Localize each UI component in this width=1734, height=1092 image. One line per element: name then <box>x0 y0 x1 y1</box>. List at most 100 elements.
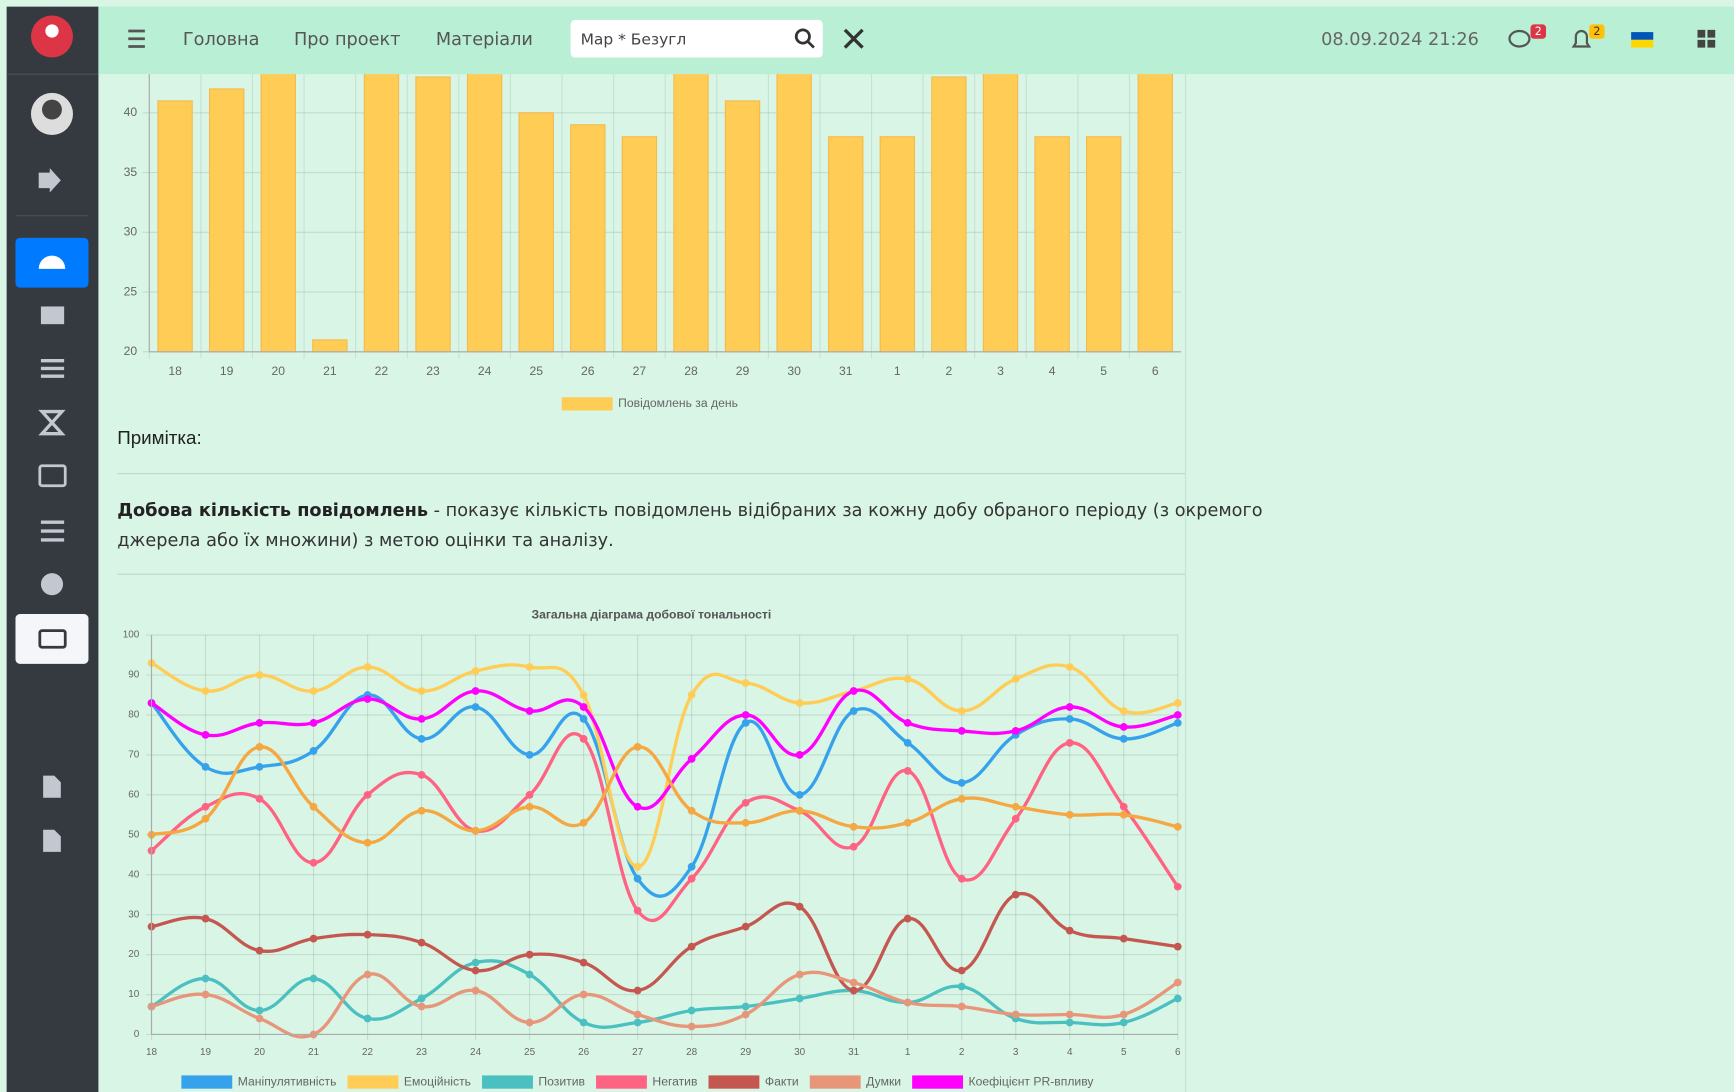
x-tick-label: 27 <box>633 364 647 378</box>
point <box>202 687 210 695</box>
y-tick-label: 35 <box>124 165 138 179</box>
x-tick-label: 2 <box>959 1047 965 1058</box>
bar <box>932 77 966 352</box>
point <box>634 907 642 915</box>
point <box>688 943 696 951</box>
point <box>688 691 696 699</box>
x-tick-label: 29 <box>736 364 750 378</box>
x-tick-label: 27 <box>632 1047 644 1058</box>
point <box>418 939 426 947</box>
legend-label: Повідомлень за день <box>618 396 738 410</box>
nav-link[interactable]: Про проект <box>294 30 400 50</box>
bar <box>364 41 398 352</box>
x-tick-label: 24 <box>470 1047 482 1058</box>
point <box>310 719 318 727</box>
x-tick-label: 28 <box>686 1047 698 1058</box>
point <box>472 703 480 711</box>
point <box>958 875 966 883</box>
x-tick-label: 5 <box>1121 1047 1127 1058</box>
note-line: Добова кількість повідомлень - показує к… <box>117 501 1262 521</box>
point <box>1066 703 1074 711</box>
point <box>688 1007 696 1015</box>
y-tick-label: 0 <box>134 1029 140 1040</box>
point <box>634 863 642 871</box>
bar <box>829 137 863 352</box>
bar <box>674 41 708 352</box>
point <box>256 763 264 771</box>
point <box>904 819 912 827</box>
point <box>634 987 642 995</box>
bar <box>519 113 553 352</box>
language-flag[interactable] <box>1631 32 1653 40</box>
x-tick-label: 19 <box>220 364 234 378</box>
point <box>202 815 210 823</box>
x-tick-label: 22 <box>362 1047 374 1058</box>
point <box>1120 1011 1128 1019</box>
point <box>742 1011 750 1019</box>
point <box>742 711 750 719</box>
point <box>958 707 966 715</box>
x-tick-label: 1 <box>894 364 901 378</box>
point <box>472 667 480 675</box>
point <box>742 1003 750 1011</box>
bar <box>725 101 759 352</box>
x-tick-label: 19 <box>200 1047 212 1058</box>
legend-swatch <box>181 1075 232 1088</box>
point <box>202 731 210 739</box>
point <box>634 1011 642 1019</box>
menu-table[interactable] <box>41 306 64 324</box>
x-tick-label: 20 <box>254 1047 266 1058</box>
point <box>1174 995 1182 1003</box>
screen: Примітка: Добова кількість повідомлень -… <box>0 0 1734 1092</box>
language-flag-lower <box>1631 40 1653 48</box>
point <box>364 971 372 979</box>
x-tick-label: 25 <box>524 1047 536 1058</box>
y-tick-label: 60 <box>128 789 140 800</box>
sidebar-bg <box>7 7 99 1092</box>
y-tick-label: 40 <box>124 105 138 119</box>
bar <box>622 137 656 352</box>
point <box>472 967 480 975</box>
search-text: Мар * Безугл <box>581 30 687 48</box>
point <box>742 799 750 807</box>
nav-link[interactable]: Головна <box>183 30 260 50</box>
point <box>580 991 588 999</box>
menu-masks[interactable] <box>41 573 63 595</box>
point <box>202 915 210 923</box>
point <box>904 915 912 923</box>
point <box>1174 979 1182 987</box>
nav-link[interactable]: Матеріали <box>436 30 533 50</box>
menu-news[interactable] <box>15 614 88 664</box>
bar <box>571 125 605 352</box>
point <box>364 695 372 703</box>
point <box>1174 883 1182 891</box>
x-tick-label: 23 <box>426 364 440 378</box>
y-tick-label: 70 <box>128 750 140 761</box>
y-tick-label: 30 <box>128 909 140 920</box>
messages-badge-text: 2 <box>1535 25 1542 38</box>
x-tick-label: 26 <box>581 364 595 378</box>
point <box>796 751 804 759</box>
x-tick-label: 4 <box>1049 364 1056 378</box>
point <box>310 975 318 983</box>
point <box>256 795 264 803</box>
point <box>904 719 912 727</box>
x-tick-label: 20 <box>271 364 285 378</box>
point <box>364 663 372 671</box>
x-tick-label: 25 <box>529 364 543 378</box>
x-tick-label: 21 <box>308 1047 320 1058</box>
bar <box>158 101 192 352</box>
point <box>580 715 588 723</box>
point <box>364 931 372 939</box>
x-tick-label: 5 <box>1100 364 1107 378</box>
point <box>1012 815 1020 823</box>
legend-label: Маніпулятивність <box>238 1074 337 1088</box>
x-tick-label: 28 <box>684 364 698 378</box>
bar <box>467 41 501 352</box>
point <box>256 1015 264 1023</box>
y-tick-label: 50 <box>128 829 140 840</box>
note-text: джерела або їх множини) з метою оцінки т… <box>117 531 613 551</box>
point <box>634 743 642 751</box>
point <box>688 863 696 871</box>
bar <box>261 41 295 352</box>
